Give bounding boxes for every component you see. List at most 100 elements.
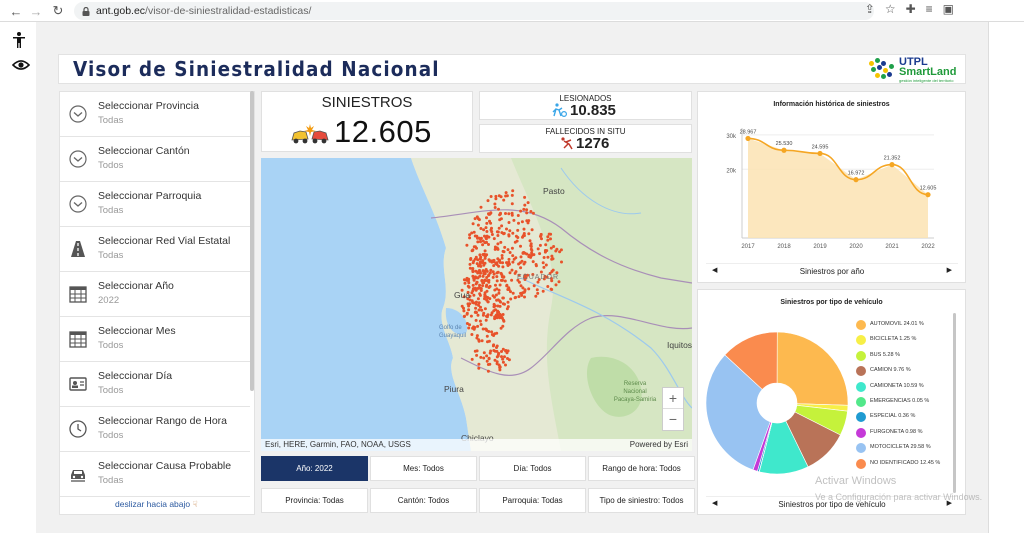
accident-point — [471, 267, 475, 270]
lock-icon — [82, 6, 90, 16]
accident-point — [485, 276, 489, 279]
share-icon[interactable]: ⇪ — [864, 2, 875, 16]
filter-item[interactable]: Seleccionar Parroquia Todas — [60, 182, 250, 227]
accident-point — [474, 318, 478, 322]
back-icon[interactable]: ← — [9, 3, 23, 19]
filter-item[interactable]: Seleccionar Causa Probable Todas — [60, 452, 250, 497]
accident-point — [471, 283, 475, 287]
accident-point — [506, 263, 510, 267]
zoom-out-button[interactable]: − — [668, 411, 678, 427]
accident-point — [522, 290, 526, 294]
extensions-icon[interactable]: ✚ — [905, 2, 916, 16]
next-arrow-icon[interactable]: ▶ — [946, 267, 952, 274]
lesionados-label: LESIONADOS — [559, 94, 612, 103]
prev-arrow-icon[interactable]: ◀ — [712, 267, 718, 274]
accident-point — [481, 313, 485, 317]
filter-label: Seleccionar Provincia — [98, 100, 199, 112]
accident-point — [471, 274, 475, 278]
place-label-golfo: Golfo de Guayaquil — [439, 325, 467, 339]
windows-activation-watermark: Activar Windows — [815, 475, 897, 487]
legend-label: MOTOCICLETA 29.58 % — [870, 444, 931, 451]
accident-point — [497, 291, 501, 295]
legend-label: BUS 5.28 % — [870, 351, 900, 358]
filter-chip[interactable]: Provincia: Todas — [261, 488, 368, 513]
accident-point — [519, 209, 523, 213]
filter-sidebar-scrollbar[interactable] — [250, 91, 254, 391]
map-canvas[interactable] — [261, 158, 692, 451]
accident-point — [495, 346, 498, 349]
filter-chip[interactable]: Rango de hora: Todos — [588, 456, 695, 481]
next-arrow-icon[interactable]: ▶ — [946, 500, 952, 507]
filter-label: Seleccionar Mes — [98, 325, 176, 337]
accident-point — [493, 315, 497, 319]
page-scrollbar[interactable] — [988, 22, 1024, 533]
filter-chip[interactable]: Año: 2022 — [261, 456, 368, 481]
filter-item[interactable]: Seleccionar Rango de Hora Todos — [60, 407, 250, 452]
forward-icon[interactable]: → — [29, 3, 43, 19]
data-label: 25.530 — [776, 141, 793, 147]
accident-point — [517, 262, 521, 266]
accident-point — [483, 249, 487, 253]
reload-icon[interactable]: ↻ — [52, 3, 64, 18]
accident-point — [460, 288, 464, 292]
x-tick-label: 2018 — [777, 244, 791, 250]
prev-arrow-icon[interactable]: ◀ — [712, 500, 718, 507]
accident-point — [495, 349, 499, 353]
accident-point — [486, 199, 490, 203]
accident-point — [500, 256, 504, 260]
accident-point — [495, 246, 499, 250]
pie-slice — [705, 354, 771, 471]
browser-actions: ⇪ ☆ ✚ ≡ ▣ — [865, 2, 954, 16]
accident-point — [476, 297, 480, 301]
data-label: 12.605 — [920, 186, 937, 192]
filter-chip[interactable]: Cantón: Todos — [370, 488, 477, 513]
accident-map[interactable]: Pasto Iquitos Piura Chiclayo Gua Golfo d… — [261, 158, 692, 451]
filter-item[interactable]: Seleccionar Cantón Todos — [60, 137, 250, 182]
accident-point — [506, 300, 510, 304]
filter-chip[interactable]: Parroquia: Todas — [479, 488, 586, 513]
filter-chip[interactable]: Tipo de siniestro: Todos — [588, 488, 695, 513]
accident-point — [479, 305, 482, 309]
address-bar[interactable]: ant.gob.ec /visor-de-siniestralidad-esta… — [74, 2, 874, 20]
accident-point — [479, 227, 483, 230]
accident-point — [469, 314, 473, 318]
border-line — [460, 315, 692, 377]
filter-chip[interactable]: Mes: Todos — [370, 456, 477, 481]
accident-point — [477, 362, 481, 366]
filter-item[interactable]: Seleccionar Red Vial Estatal Todas — [60, 227, 250, 272]
accident-point — [506, 248, 510, 252]
accident-point — [491, 294, 495, 298]
accident-point — [500, 350, 503, 353]
road-icon — [69, 240, 87, 258]
accident-point — [500, 231, 504, 235]
zoom-in-button[interactable]: + — [663, 388, 683, 409]
accident-point — [532, 284, 536, 288]
filter-item[interactable]: Seleccionar Día Todos — [60, 362, 250, 407]
reading-list-icon[interactable]: ≡ — [925, 2, 933, 16]
sidepanel-icon[interactable]: ▣ — [942, 2, 954, 16]
accident-point — [495, 271, 499, 275]
accessibility-person-icon[interactable] — [13, 32, 25, 52]
legend-scrollbar[interactable] — [953, 313, 956, 493]
bookmark-star-icon[interactable]: ☆ — [884, 2, 896, 16]
powered-by-esri[interactable]: Powered by Esri — [629, 440, 688, 449]
accident-point — [479, 205, 483, 209]
accident-point — [517, 273, 521, 277]
accident-point — [522, 232, 526, 235]
filter-chip[interactable]: Día: Todos — [479, 456, 586, 481]
accident-point — [500, 254, 504, 257]
filter-item[interactable]: Seleccionar Mes Todos — [60, 317, 250, 362]
filter-item[interactable]: Seleccionar Provincia Todas — [60, 92, 250, 137]
accident-point — [511, 260, 515, 264]
accident-point — [505, 351, 509, 355]
accident-point — [543, 249, 547, 252]
accident-point — [467, 326, 471, 330]
accident-point — [513, 240, 517, 244]
filter-item[interactable]: Seleccionar Año 2022 — [60, 272, 250, 317]
accident-point — [522, 207, 526, 211]
eye-icon[interactable] — [11, 58, 31, 75]
filter-value: Todos — [98, 340, 124, 351]
accident-point — [486, 296, 490, 300]
accident-point — [511, 254, 515, 258]
accident-point — [498, 283, 502, 287]
